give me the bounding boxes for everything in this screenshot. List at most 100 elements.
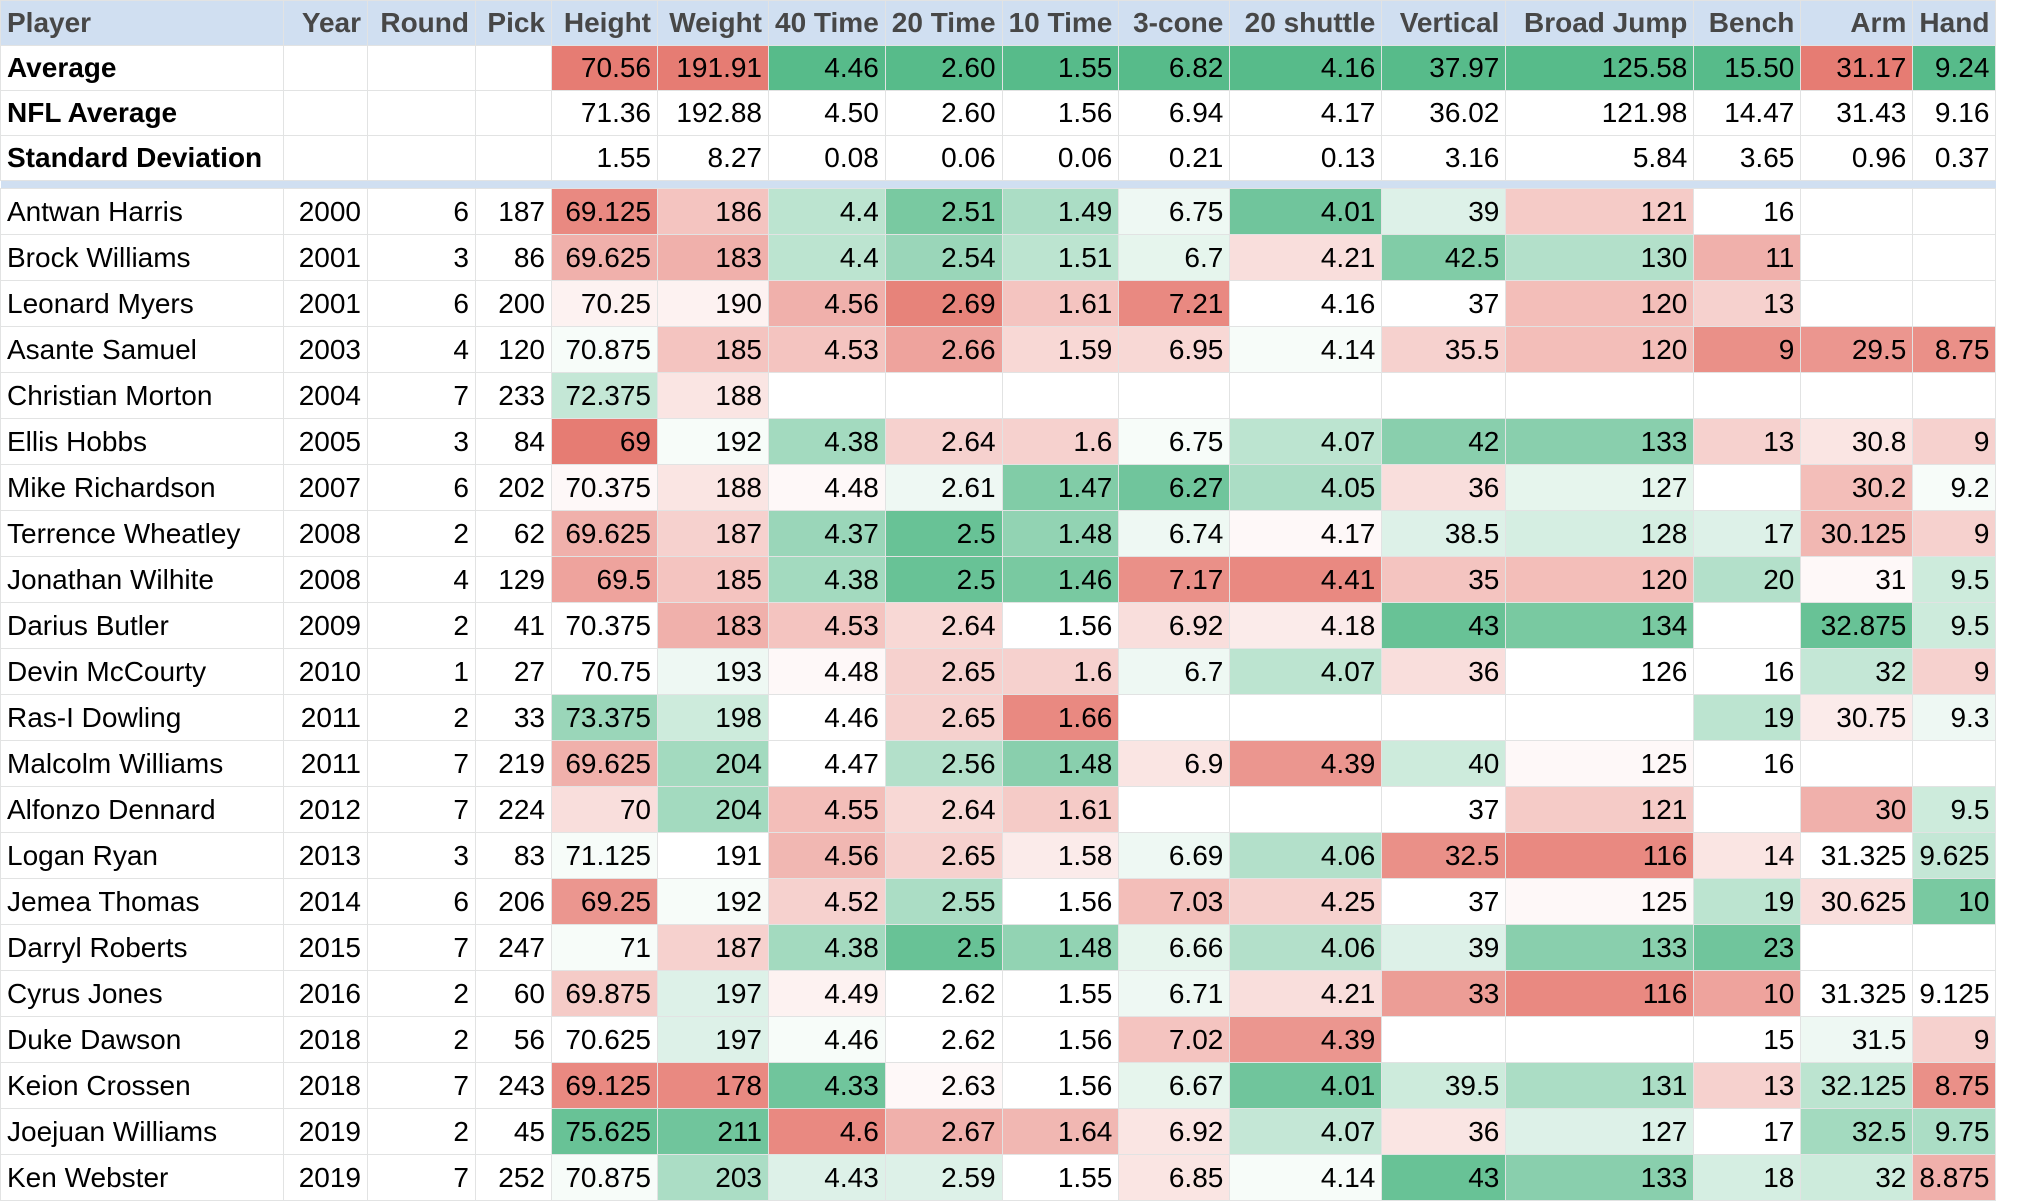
- cell-10-time[interactable]: 1.55: [1001, 970, 1120, 1017]
- cell-broad-jump[interactable]: 116: [1505, 832, 1695, 879]
- cell-pick[interactable]: 129: [475, 556, 552, 603]
- cell-year[interactable]: [283, 90, 368, 136]
- cell-weight[interactable]: 203: [657, 1154, 769, 1201]
- cell-vertical[interactable]: 42.5: [1381, 234, 1507, 281]
- cell-vertical[interactable]: [1381, 694, 1507, 741]
- cell-broad-jump[interactable]: [1505, 372, 1695, 419]
- cell-bench[interactable]: 9: [1693, 326, 1802, 373]
- cell-20-time[interactable]: 2.64: [884, 602, 1003, 649]
- cell-arm[interactable]: 32.5: [1800, 1108, 1914, 1155]
- cell-vertical[interactable]: 39: [1381, 924, 1507, 971]
- cell-vertical[interactable]: [1381, 1016, 1507, 1063]
- cell-arm[interactable]: 30.8: [1800, 418, 1914, 465]
- cell-broad-jump[interactable]: 125.58: [1505, 45, 1695, 91]
- player-name-cell[interactable]: Alfonzo Dennard: [0, 786, 284, 833]
- cell-3-cone[interactable]: [1118, 372, 1231, 419]
- cell-pick[interactable]: 83: [475, 832, 552, 879]
- cell-height[interactable]: 69.625: [551, 740, 658, 787]
- cell-40-time[interactable]: [768, 372, 886, 419]
- cell-10-time[interactable]: 1.61: [1001, 280, 1120, 327]
- cell-year[interactable]: 2010: [283, 648, 368, 695]
- cell-broad-jump[interactable]: 134: [1505, 602, 1695, 649]
- cell-hand[interactable]: 9.24: [1912, 45, 1997, 91]
- player-name-cell[interactable]: Terrence Wheatley: [0, 510, 284, 557]
- column-header-40-time[interactable]: 40 Time: [768, 0, 886, 46]
- column-header-height[interactable]: Height: [551, 0, 658, 46]
- cell-arm[interactable]: 30.2: [1800, 464, 1914, 511]
- cell-pick[interactable]: 45: [475, 1108, 552, 1155]
- player-name-cell[interactable]: Devin McCourty: [0, 648, 284, 695]
- cell-broad-jump[interactable]: 121: [1505, 786, 1695, 833]
- cell-3-cone[interactable]: 7.02: [1118, 1016, 1231, 1063]
- cell-arm[interactable]: 32.125: [1800, 1062, 1914, 1109]
- cell-3-cone[interactable]: 7.17: [1118, 556, 1231, 603]
- cell-10-time[interactable]: 1.48: [1001, 510, 1120, 557]
- player-name-cell[interactable]: Jonathan Wilhite: [0, 556, 284, 603]
- cell-10-time[interactable]: 1.48: [1001, 740, 1120, 787]
- cell-3-cone[interactable]: 0.21: [1118, 135, 1231, 181]
- cell-pick[interactable]: 56: [475, 1016, 552, 1063]
- cell-hand[interactable]: 8.75: [1912, 1062, 1997, 1109]
- cell-20-time[interactable]: 2.60: [884, 45, 1003, 91]
- cell-pick[interactable]: 219: [475, 740, 552, 787]
- cell-hand[interactable]: 9: [1912, 510, 1997, 557]
- cell-year[interactable]: 2015: [283, 924, 368, 971]
- column-header-10-time[interactable]: 10 Time: [1001, 0, 1120, 46]
- cell-20-time[interactable]: 2.65: [884, 694, 1003, 741]
- cell-bench[interactable]: 13: [1693, 280, 1802, 327]
- cell-round[interactable]: [367, 90, 476, 136]
- cell-hand[interactable]: 9.125: [1912, 970, 1997, 1017]
- cell-40-time[interactable]: 4.53: [768, 602, 886, 649]
- cell-height[interactable]: 69.625: [551, 234, 658, 281]
- cell-20-time[interactable]: [884, 372, 1003, 419]
- cell-height[interactable]: 70.75: [551, 648, 658, 695]
- cell-bench[interactable]: 17: [1693, 1108, 1802, 1155]
- cell-broad-jump[interactable]: 131: [1505, 1062, 1695, 1109]
- cell-pick[interactable]: 206: [475, 878, 552, 925]
- cell-broad-jump[interactable]: 5.84: [1505, 135, 1695, 181]
- cell-round[interactable]: 4: [367, 326, 476, 373]
- cell-year[interactable]: 2008: [283, 510, 368, 557]
- cell-broad-jump[interactable]: 121.98: [1505, 90, 1695, 136]
- cell-40-time[interactable]: 4.48: [768, 648, 886, 695]
- cell-height[interactable]: 69.875: [551, 970, 658, 1017]
- cell-arm[interactable]: [1800, 924, 1914, 971]
- cell-20-time[interactable]: 2.62: [884, 1016, 1003, 1063]
- cell-vertical[interactable]: 36.02: [1381, 90, 1507, 136]
- cell-year[interactable]: 2001: [283, 280, 368, 327]
- cell-vertical[interactable]: 36: [1381, 1108, 1507, 1155]
- cell-pick[interactable]: 252: [475, 1154, 552, 1201]
- cell-round[interactable]: 7: [367, 786, 476, 833]
- cell-bench[interactable]: 13: [1693, 1062, 1802, 1109]
- cell-hand[interactable]: 9.5: [1912, 556, 1997, 603]
- cell-round[interactable]: 3: [367, 418, 476, 465]
- cell-bench[interactable]: 19: [1693, 878, 1802, 925]
- column-header-arm[interactable]: Arm: [1800, 0, 1914, 46]
- stat-label[interactable]: NFL Average: [0, 90, 284, 136]
- cell-20-time[interactable]: 2.65: [884, 832, 1003, 879]
- cell-bench[interactable]: 18: [1693, 1154, 1802, 1201]
- cell-20-shuttle[interactable]: 4.06: [1229, 832, 1383, 879]
- cell-10-time[interactable]: 1.59: [1001, 326, 1120, 373]
- cell-20-shuttle[interactable]: 4.17: [1229, 510, 1383, 557]
- cell-20-time[interactable]: 2.67: [884, 1108, 1003, 1155]
- cell-vertical[interactable]: 40: [1381, 740, 1507, 787]
- cell-height[interactable]: 70.875: [551, 326, 658, 373]
- cell-height[interactable]: 72.375: [551, 372, 658, 419]
- cell-vertical[interactable]: 42: [1381, 418, 1507, 465]
- cell-20-shuttle[interactable]: 0.13: [1229, 135, 1383, 181]
- cell-height[interactable]: 70: [551, 786, 658, 833]
- cell-20-shuttle[interactable]: 4.21: [1229, 234, 1383, 281]
- cell-bench[interactable]: [1693, 602, 1802, 649]
- cell-10-time[interactable]: 1.6: [1001, 648, 1120, 695]
- cell-vertical[interactable]: 37: [1381, 786, 1507, 833]
- cell-vertical[interactable]: 35.5: [1381, 326, 1507, 373]
- cell-arm[interactable]: 31.325: [1800, 832, 1914, 879]
- cell-weight[interactable]: 8.27: [657, 135, 769, 181]
- player-name-cell[interactable]: Leonard Myers: [0, 280, 284, 327]
- cell-vertical[interactable]: 37: [1381, 280, 1507, 327]
- cell-10-time[interactable]: 1.49: [1001, 188, 1120, 235]
- cell-height[interactable]: 69.25: [551, 878, 658, 925]
- cell-height[interactable]: 1.55: [551, 135, 658, 181]
- cell-round[interactable]: 7: [367, 1154, 476, 1201]
